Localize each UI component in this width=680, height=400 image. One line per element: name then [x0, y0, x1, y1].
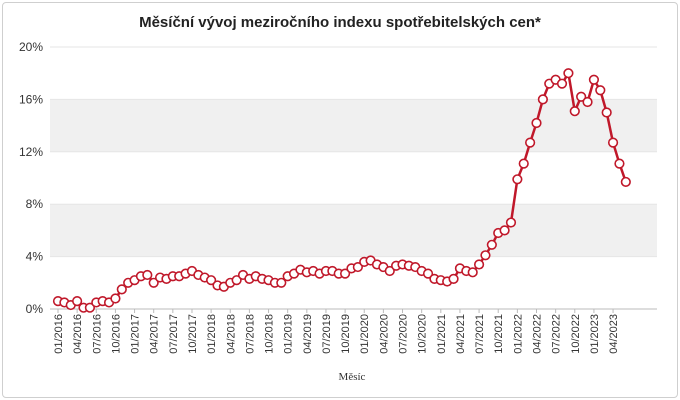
x-tick-label: 07/2021 — [474, 314, 486, 354]
x-tick-label: 10/2016 — [110, 314, 122, 354]
data-point — [563, 68, 574, 79]
data-point — [422, 268, 434, 279]
data-point — [148, 277, 159, 288]
data-point — [352, 261, 363, 273]
data-point — [84, 302, 95, 313]
data-point — [499, 225, 510, 236]
x-tick-label: 01/2021 — [436, 314, 448, 354]
data-point — [620, 176, 631, 188]
x-tick-label: 07/2017 — [168, 314, 180, 354]
data-point — [276, 277, 287, 288]
data-point — [607, 137, 619, 148]
data-point — [576, 91, 587, 102]
data-point — [582, 96, 593, 108]
data-point — [601, 107, 612, 118]
y-tick-label: 20% — [19, 40, 43, 54]
x-tick-label: 07/2016 — [91, 314, 103, 354]
data-point — [467, 267, 478, 278]
y-tick-label: 0% — [26, 302, 44, 316]
data-point — [231, 275, 242, 286]
chart-title: Měsíční vývoj meziročního indexu spotřeb… — [139, 14, 541, 31]
data-point — [480, 250, 491, 261]
data-point — [531, 117, 542, 129]
data-point — [142, 269, 153, 281]
x-tick-label: 04/2022 — [532, 314, 544, 354]
y-tick-label: 8% — [26, 197, 44, 211]
data-point — [595, 85, 606, 96]
data-point — [614, 158, 625, 169]
x-axis-label: Měsíc — [339, 371, 366, 383]
x-tick-label: 07/2018 — [244, 314, 256, 354]
data-point — [537, 94, 548, 105]
data-point — [512, 174, 523, 185]
x-tick-label: 01/2017 — [130, 314, 142, 354]
data-point — [206, 275, 217, 286]
data-point — [505, 217, 517, 228]
data-point — [569, 106, 580, 117]
data-point — [486, 239, 497, 250]
data-point — [110, 293, 121, 304]
data-point — [518, 158, 529, 169]
x-tick-label: 04/2016 — [72, 314, 84, 354]
series-markers — [52, 68, 631, 313]
x-tick-label: 10/2022 — [570, 314, 582, 354]
grid-band — [50, 99, 657, 152]
x-tick-label: 10/2017 — [187, 314, 199, 354]
x-tick-label: 04/2018 — [225, 314, 237, 354]
x-tick-label: 07/2020 — [398, 314, 410, 354]
data-point — [384, 265, 395, 277]
grid-lines — [50, 46, 657, 313]
x-tick-label: 07/2022 — [551, 314, 563, 354]
y-tick-label: 4% — [26, 250, 44, 264]
grid-bands — [50, 99, 657, 257]
x-tick-label: 07/2019 — [321, 314, 333, 354]
data-point — [525, 137, 536, 148]
x-tick-label: 01/2022 — [512, 314, 524, 354]
data-point — [473, 259, 485, 270]
data-point — [588, 74, 600, 85]
x-tick-label: 10/2018 — [264, 314, 276, 354]
x-tick-label: 04/2021 — [455, 314, 467, 354]
x-tick-label: 01/2020 — [359, 314, 371, 354]
grid-band — [50, 204, 657, 257]
x-tick-label: 04/2017 — [149, 314, 161, 354]
x-tick-label: 04/2023 — [608, 314, 620, 354]
data-point — [116, 284, 127, 295]
x-tick-label: 10/2021 — [493, 314, 505, 354]
data-point — [340, 268, 351, 279]
x-tick-label: 04/2019 — [302, 314, 314, 354]
x-tick-label: 04/2020 — [378, 314, 390, 354]
x-tick-label: 01/2016 — [53, 314, 65, 354]
x-tick-label: 01/2018 — [206, 314, 218, 354]
data-point — [448, 273, 459, 284]
y-tick-label: 12% — [19, 145, 43, 159]
y-tick-label: 16% — [19, 92, 43, 106]
data-point — [556, 78, 568, 89]
x-tick-label: 01/2019 — [283, 314, 295, 354]
x-tick-label: 01/2023 — [589, 314, 601, 354]
data-point — [72, 296, 83, 307]
x-tick-label: 10/2019 — [340, 314, 352, 354]
y-axis-ticks: 0% 4% 8% 12% 16% 20% — [19, 40, 43, 316]
x-tick-label: 10/2020 — [417, 314, 429, 354]
x-axis-ticks: 01/2016 04/2016 07/2016 10/2016 01/2017 04/20… — [53, 314, 620, 354]
